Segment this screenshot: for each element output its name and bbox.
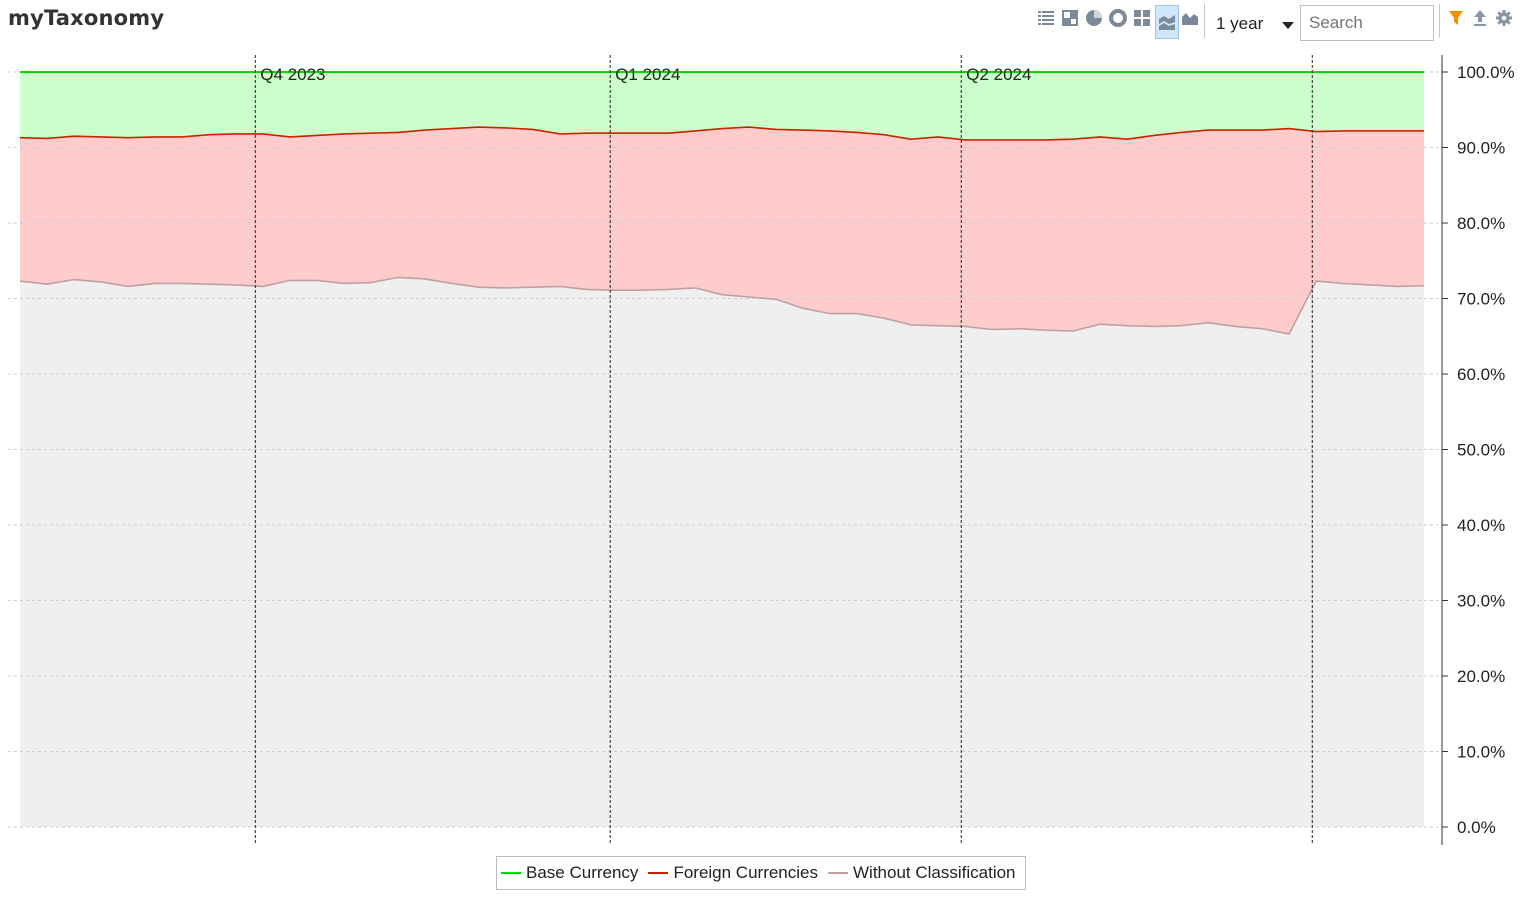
legend: Base Currency Foreign Currencies Without…	[496, 856, 1026, 890]
y-tick-label: 0.0%	[1457, 818, 1496, 837]
quarter-marker-label: Q2 2024	[966, 65, 1031, 84]
legend-label: Without Classification	[853, 863, 1016, 882]
y-tick-label: 20.0%	[1457, 667, 1505, 686]
list-icon[interactable]	[1037, 9, 1055, 27]
area-without-classification	[20, 277, 1425, 827]
quarter-marker-label: Q1 2024	[615, 65, 680, 84]
legend-label: Foreign Currencies	[673, 863, 818, 882]
y-tick-label: 30.0%	[1457, 592, 1505, 611]
y-tick-label: 90.0%	[1457, 139, 1505, 158]
export-icon[interactable]	[1471, 9, 1489, 27]
filter-icon[interactable]	[1447, 9, 1465, 27]
search-input[interactable]	[1300, 5, 1434, 41]
y-tick-label: 40.0%	[1457, 516, 1505, 535]
grid-icon[interactable]	[1133, 9, 1151, 27]
y-tick-label: 100.0%	[1457, 63, 1515, 82]
y-tick-label: 50.0%	[1457, 441, 1505, 460]
line-without-classification	[19, 276, 1425, 335]
page-title: myTaxonomy	[8, 6, 165, 30]
y-tick-label: 70.0%	[1457, 290, 1505, 309]
legend-swatch	[828, 872, 848, 874]
legend-label: Base Currency	[526, 863, 639, 882]
y-axis: 0.0% 10.0% 20.0% 30.0% 40.0% 50.0% 60.0% 70.0% 8…	[1441, 55, 1515, 845]
legend-item-base[interactable]: Base Currency	[501, 863, 638, 883]
quarter-marker-label: Q4 2023	[260, 65, 325, 84]
quarter-markers: Q4 2023 Q1 2024 Q2 2024	[254, 55, 1313, 844]
line-foreign-currencies	[19, 126, 1425, 141]
gridlines	[8, 71, 1440, 828]
y-tick-label: 80.0%	[1457, 214, 1505, 233]
donut-chart-icon[interactable]	[1109, 9, 1127, 27]
legend-item-foreign[interactable]: Foreign Currencies	[648, 863, 818, 883]
series-lines	[19, 71, 1425, 335]
y-tick-label: 60.0%	[1457, 365, 1505, 384]
legend-swatch	[501, 872, 521, 874]
treemap-icon[interactable]	[1061, 9, 1079, 27]
area-fills	[20, 72, 1425, 827]
y-tick-label: 10.0%	[1457, 743, 1505, 762]
chevron-down-icon[interactable]	[1282, 22, 1294, 29]
pie-chart-icon[interactable]	[1085, 9, 1103, 27]
area-chart-icon[interactable]	[1181, 9, 1199, 27]
legend-item-without[interactable]: Without Classification	[828, 863, 1016, 883]
range-select[interactable]: 1 year	[1216, 14, 1264, 33]
settings-icon[interactable]	[1495, 9, 1513, 27]
stacked-area-chart-icon[interactable]	[1155, 5, 1179, 39]
area-base-currency	[20, 72, 1425, 140]
legend-swatch	[648, 872, 669, 874]
